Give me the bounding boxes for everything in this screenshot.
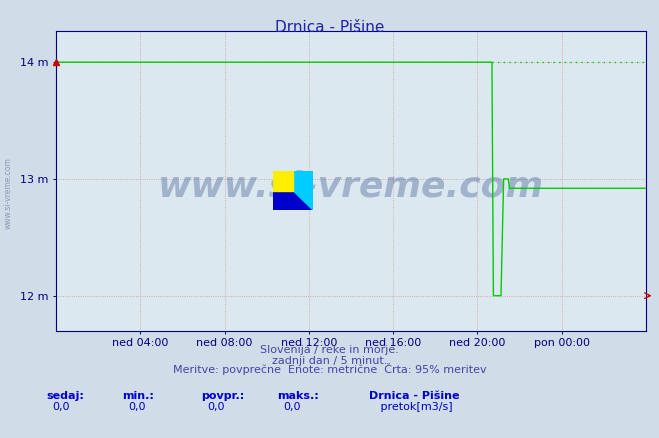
- Text: Drnica - Pišine: Drnica - Pišine: [369, 391, 459, 401]
- Text: povpr.:: povpr.:: [201, 391, 244, 401]
- Text: Slovenija / reke in morje.: Slovenija / reke in morje.: [260, 345, 399, 355]
- Text: sedaj:: sedaj:: [46, 391, 84, 401]
- Polygon shape: [273, 171, 313, 210]
- Text: Drnica - Pišine: Drnica - Pišine: [275, 20, 384, 35]
- Text: 0,0: 0,0: [129, 402, 146, 412]
- Text: www.si-vreme.com: www.si-vreme.com: [3, 157, 13, 229]
- Polygon shape: [273, 171, 313, 210]
- Text: Meritve: povprečne  Enote: metrične  Črta: 95% meritev: Meritve: povprečne Enote: metrične Črta:…: [173, 363, 486, 375]
- Text: maks.:: maks.:: [277, 391, 318, 401]
- Text: 0,0: 0,0: [208, 402, 225, 412]
- Text: min.:: min.:: [122, 391, 154, 401]
- Text: 0,0: 0,0: [283, 402, 301, 412]
- Text: pretok[m3/s]: pretok[m3/s]: [377, 402, 453, 412]
- Text: zadnji dan / 5 minut.: zadnji dan / 5 minut.: [272, 356, 387, 366]
- Text: www.si-vreme.com: www.si-vreme.com: [158, 170, 544, 204]
- Text: 0,0: 0,0: [53, 402, 71, 412]
- Bar: [273, 171, 293, 191]
